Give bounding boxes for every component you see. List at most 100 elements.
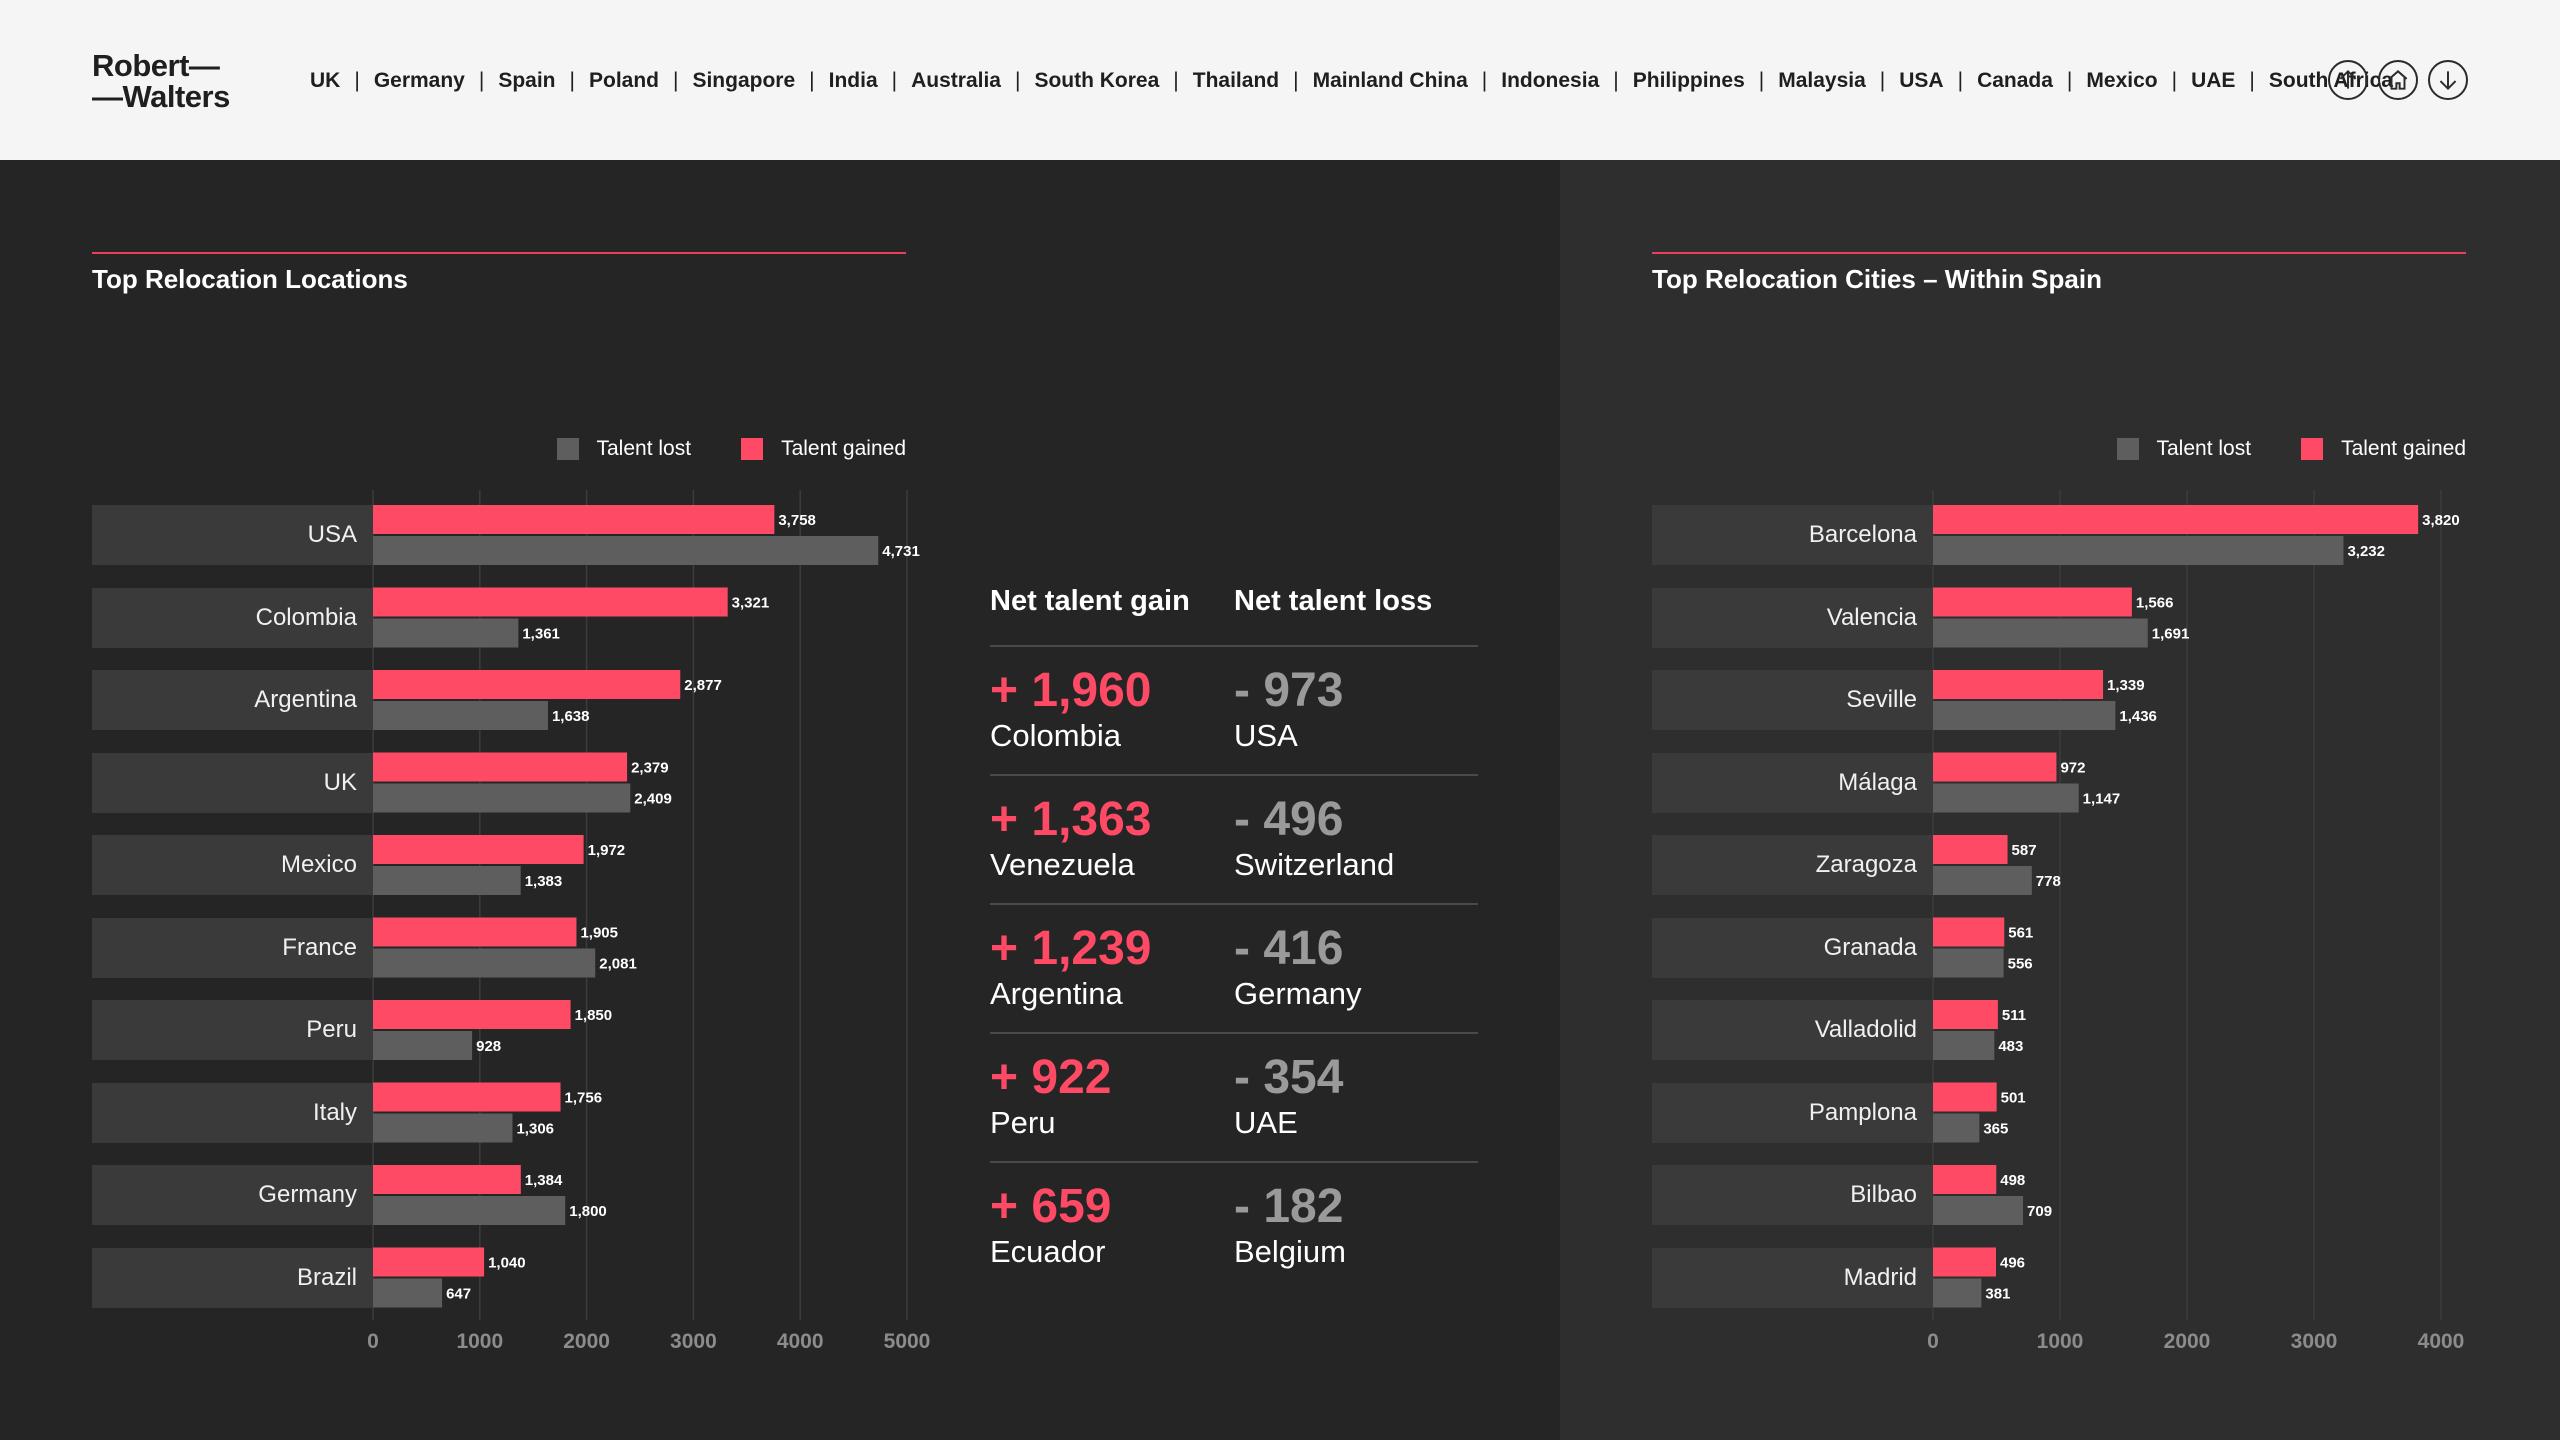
arrow-down-icon — [2439, 71, 2457, 91]
nav-separator: | — [1758, 69, 1765, 92]
net-table-row: + 1,960 Colombia - 973 USA — [990, 647, 1478, 776]
data-label-gained: 587 — [2012, 842, 2037, 859]
chart-svg: 3,820 3,232 1,566 1,691 1,339 1,436 972 1,147 58… — [1927, 490, 2464, 1353]
category-label: USA — [307, 521, 357, 548]
category-label-box: Barcelona — [1652, 505, 1933, 565]
category-label-box: UK — [92, 752, 373, 813]
category-label-box: Bilbao — [1652, 1165, 1933, 1225]
nav-item-south-korea[interactable]: South Korea — [1034, 69, 1160, 92]
nav-item-poland[interactable]: Poland — [588, 69, 659, 92]
category-label: Valencia — [1826, 603, 1917, 631]
data-label-gained: 1,040 — [488, 1255, 526, 1272]
chart-svg: 3,758 4,731 3,321 1,361 2,877 1,638 2,379 2,409… — [367, 490, 930, 1353]
bar-lost — [1933, 701, 2116, 730]
bar-lost — [373, 948, 596, 978]
x-tick-label: 0 — [1927, 1330, 1939, 1353]
net-loss-header: Net talent loss — [1234, 585, 1433, 617]
arrow-up-icon — [2339, 69, 2357, 89]
page-nav-buttons — [2328, 60, 2468, 100]
bar-gained — [1933, 1165, 1997, 1194]
bar-lost — [1933, 866, 2032, 895]
data-label-gained: 561 — [2008, 925, 2033, 942]
net-loss-value: - 182 — [1234, 1180, 1344, 1233]
category-label: Madrid — [1843, 1263, 1917, 1291]
x-tick-label: 2000 — [563, 1330, 610, 1353]
nav-separator: | — [891, 69, 898, 92]
home-button[interactable] — [2378, 60, 2418, 100]
nav-item-uae[interactable]: UAE — [2191, 69, 2236, 92]
nav-separator: | — [1879, 69, 1886, 92]
net-talent-table: Net talent gain Net talent loss + 1,960 C… — [990, 585, 1478, 1292]
nav-item-spain[interactable]: Spain — [498, 69, 556, 92]
nav-item-australia[interactable]: Australia — [911, 69, 1001, 92]
nav-separator: | — [1293, 69, 1299, 92]
bar-lost — [1933, 1113, 1980, 1143]
data-label-gained: 1,850 — [575, 1007, 613, 1024]
nav-item-mainland-china[interactable]: Mainland China — [1312, 69, 1468, 92]
net-loss-country: USA — [1234, 718, 1298, 753]
scroll-up-button[interactable] — [2328, 60, 2368, 100]
bar-lost — [1933, 1196, 2024, 1225]
data-label-gained: 1,905 — [580, 925, 618, 942]
nav-separator: | — [1173, 69, 1179, 92]
nav-item-india[interactable]: India — [828, 69, 878, 92]
data-label-lost: 3,232 — [2347, 543, 2385, 560]
category-label-box: Zaragoza — [1652, 835, 1933, 895]
net-loss-cell: - 496 Switzerland — [1234, 794, 1478, 903]
bar-gained — [373, 1247, 485, 1277]
nav-separator: | — [2066, 69, 2073, 92]
nav-item-canada[interactable]: Canada — [1977, 69, 2053, 92]
bar-gained — [1933, 1000, 1998, 1029]
data-label-lost: 2,409 — [634, 791, 672, 808]
bar-gained — [373, 505, 775, 534]
data-label-gained: 498 — [2000, 1172, 2025, 1189]
nav-item-philippines[interactable]: Philippines — [1632, 69, 1745, 92]
nav-item-thailand[interactable]: Thailand — [1192, 69, 1280, 92]
data-label-gained: 1,756 — [565, 1090, 603, 1107]
nav-item-singapore[interactable]: Singapore — [692, 69, 796, 92]
net-gain-cell: + 659 Ecuador — [990, 1181, 1234, 1292]
data-label-lost: 1,147 — [2083, 791, 2121, 808]
net-loss-value: - 416 — [1234, 922, 1344, 975]
legend-label-lost: Talent lost — [2156, 437, 2252, 460]
category-label-box: Seville — [1652, 670, 1933, 730]
net-table-row: + 1,363 Venezuela - 496 Switzerland — [990, 776, 1478, 905]
category-label: Bilbao — [1850, 1181, 1917, 1208]
nav-item-mexico[interactable]: Mexico — [2086, 69, 2158, 92]
nav-item-malaysia[interactable]: Malaysia — [1778, 69, 1866, 92]
data-label-gained: 972 — [2060, 760, 2085, 777]
nav-item-usa[interactable]: USA — [1899, 69, 1944, 92]
robert-walters-logo[interactable]: Robert— —Walters — [92, 50, 230, 112]
data-label-lost: 2,081 — [599, 956, 637, 973]
category-label: France — [282, 933, 357, 961]
scroll-down-button[interactable] — [2428, 60, 2468, 100]
bar-lost — [373, 1196, 566, 1225]
net-loss-country: Belgium — [1234, 1234, 1346, 1269]
bar-lost — [1933, 536, 2344, 565]
nav-item-germany[interactable]: Germany — [373, 69, 465, 92]
data-label-lost: 365 — [1983, 1121, 2008, 1138]
data-label-gained: 496 — [2000, 1255, 2025, 1272]
x-tick-label: 1000 — [456, 1330, 503, 1353]
right-bar-chart: 3,820 3,232 1,566 1,691 1,339 1,436 972 1,147 58… — [1652, 490, 2466, 1360]
nav-separator: | — [478, 69, 485, 92]
category-label: Zaragoza — [1815, 851, 1917, 878]
nav-item-uk[interactable]: UK — [310, 69, 341, 92]
nav-separator: | — [809, 69, 815, 92]
bar-lost — [1933, 948, 2004, 978]
data-label-lost: 1,800 — [569, 1203, 607, 1220]
nav-item-indonesia[interactable]: Indonesia — [1501, 69, 1600, 92]
bar-lost — [373, 866, 521, 895]
x-tick-label: 5000 — [884, 1330, 931, 1353]
nav-separator: | — [673, 69, 679, 92]
data-label-gained: 1,972 — [588, 842, 626, 859]
net-gain-value: + 659 — [990, 1180, 1112, 1233]
left-bar-chart: 3,758 4,731 3,321 1,361 2,877 1,638 2,379 2,409… — [92, 490, 930, 1360]
data-label-gained: 511 — [2002, 1007, 2026, 1024]
bar-lost — [1933, 618, 2148, 648]
data-label-lost: 647 — [446, 1286, 471, 1303]
bar-lost — [1933, 1278, 1982, 1308]
category-label-box: Mexico — [92, 835, 373, 895]
category-label-box: Valencia — [1652, 587, 1933, 648]
net-gain-header: Net talent gain — [990, 585, 1190, 617]
